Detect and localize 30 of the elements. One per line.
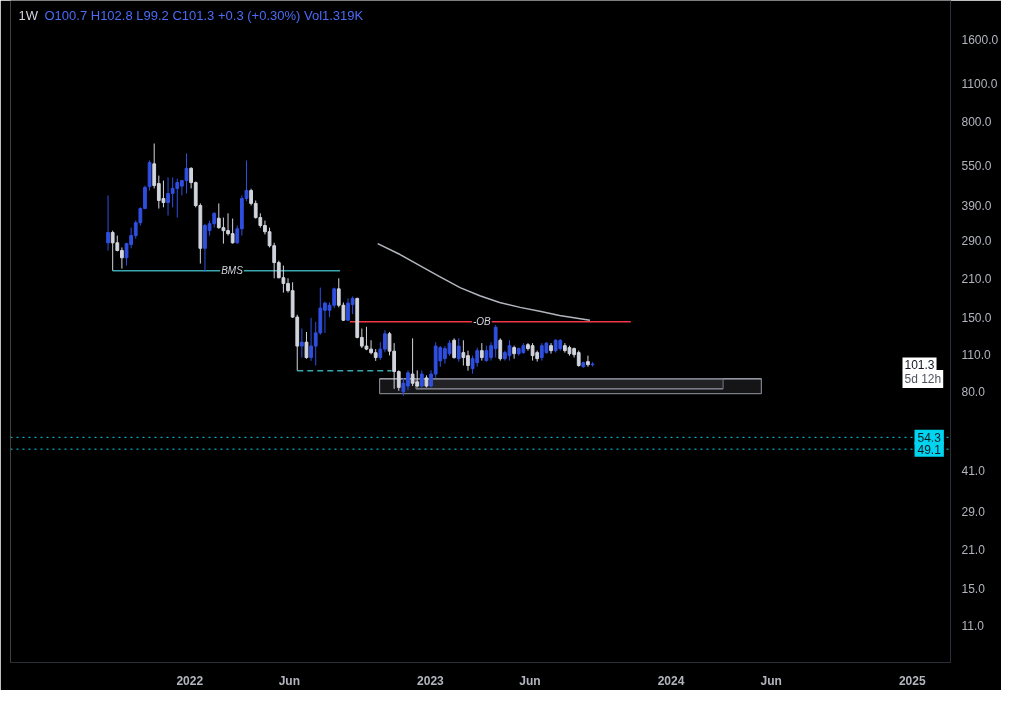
y-tick-label: 15.0 — [961, 582, 986, 597]
y-tick-label: 390.0 — [961, 199, 992, 214]
x-tick-label: 2022 — [176, 673, 204, 688]
y-tick-label: 41.0 — [961, 463, 986, 478]
x-tick-label: 2025 — [898, 673, 926, 688]
x-tick-label: 2023 — [417, 673, 445, 688]
y-tick-label: 110.0 — [961, 347, 991, 362]
x-tick-label: Jun — [519, 673, 541, 688]
y-tick-label: 210.0 — [961, 271, 992, 286]
y-tick-label: 1100.0 — [961, 77, 998, 92]
y-tick-label: 29.0 — [961, 504, 986, 519]
annotation: 5d 12h — [904, 372, 942, 387]
y-tick-label: 80.0 — [961, 385, 986, 400]
y-tick-label: 290.0 — [961, 233, 992, 248]
text: O100.7 H102.8 L99.2 C101.3 +0.3 (+0.30%) Vol1.319K — [44, 7, 364, 23]
y-tick-label: 550.0 — [961, 158, 992, 173]
y-tick-label: 21.0 — [961, 542, 986, 557]
ref-line-label: 49.1 — [917, 442, 942, 457]
y-tick-label: 11.0 — [961, 618, 985, 633]
annotation: -OB — [472, 316, 492, 328]
y-tick-label: 800.0 — [961, 114, 992, 129]
annotation: 101.3 — [904, 357, 935, 372]
x-tick-label: Jun — [278, 673, 301, 688]
text: 1W — [18, 7, 39, 23]
annotation: BMS — [221, 265, 244, 277]
x-tick-label: Jun — [760, 673, 782, 688]
ref-line-label: 54.3 — [917, 430, 942, 445]
y-tick-label: 1600.0 — [961, 33, 999, 48]
x-tick-label: 2024 — [657, 673, 685, 688]
y-tick-label: 150.0 — [961, 311, 992, 326]
